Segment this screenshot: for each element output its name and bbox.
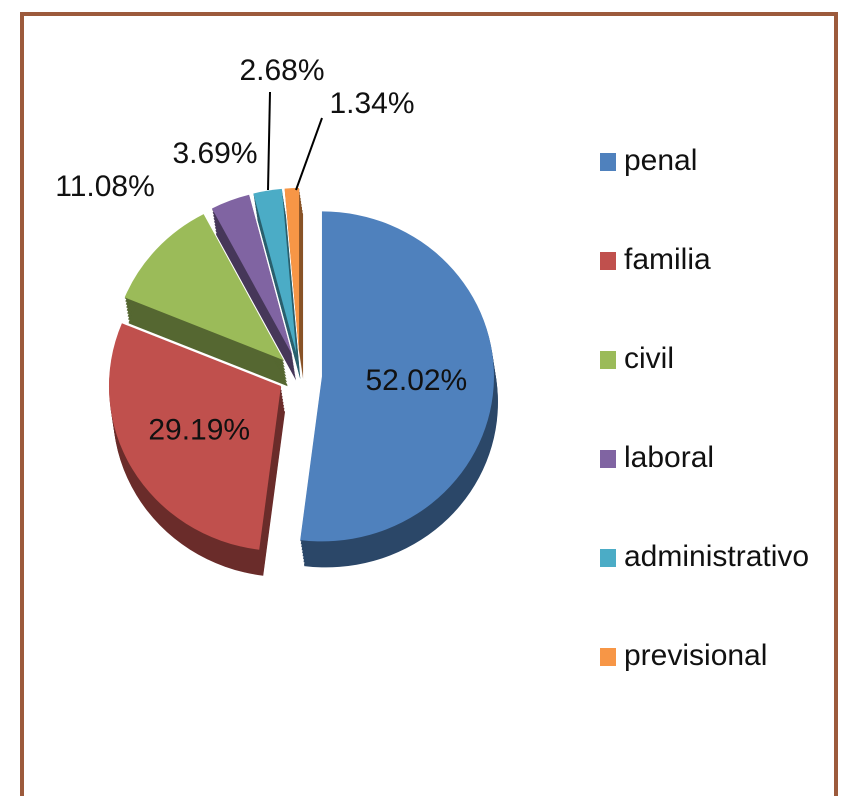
slice-side (257, 213, 301, 379)
legend: penal familia civil laboral administrativo pr… (600, 144, 809, 672)
legend-swatch (600, 648, 616, 666)
legend-swatch (600, 549, 616, 567)
slice (124, 214, 284, 361)
data-label: 3.69% (172, 137, 257, 170)
slice (211, 194, 293, 355)
legend-label: administrativo (624, 540, 809, 573)
legend-swatch (600, 252, 616, 270)
legend-swatch (600, 351, 616, 369)
leader-line (295, 117, 323, 191)
pie: 52.02% 29.19% 11.08% 3.69% 2.68%1.34% (55, 54, 498, 576)
legend-label: familia (624, 243, 711, 276)
data-label: 1.34% (329, 87, 414, 120)
legend-label: previsional (624, 639, 767, 672)
data-label: 11.08% (55, 170, 155, 203)
data-label: 29.19% (148, 414, 250, 447)
slice-side (215, 219, 296, 380)
legend-label: laboral (624, 441, 714, 474)
data-label: 52.02% (365, 364, 467, 397)
leader-line (267, 91, 271, 191)
slice (108, 323, 281, 550)
slice (300, 211, 494, 542)
frame (20, 12, 838, 796)
slice (253, 188, 297, 354)
data-label: 2.68% (239, 54, 324, 87)
legend-label: penal (624, 144, 697, 177)
legend-swatch (600, 450, 616, 468)
legend-label: civil (624, 342, 674, 375)
legend-swatch (600, 153, 616, 171)
slice (284, 188, 300, 354)
